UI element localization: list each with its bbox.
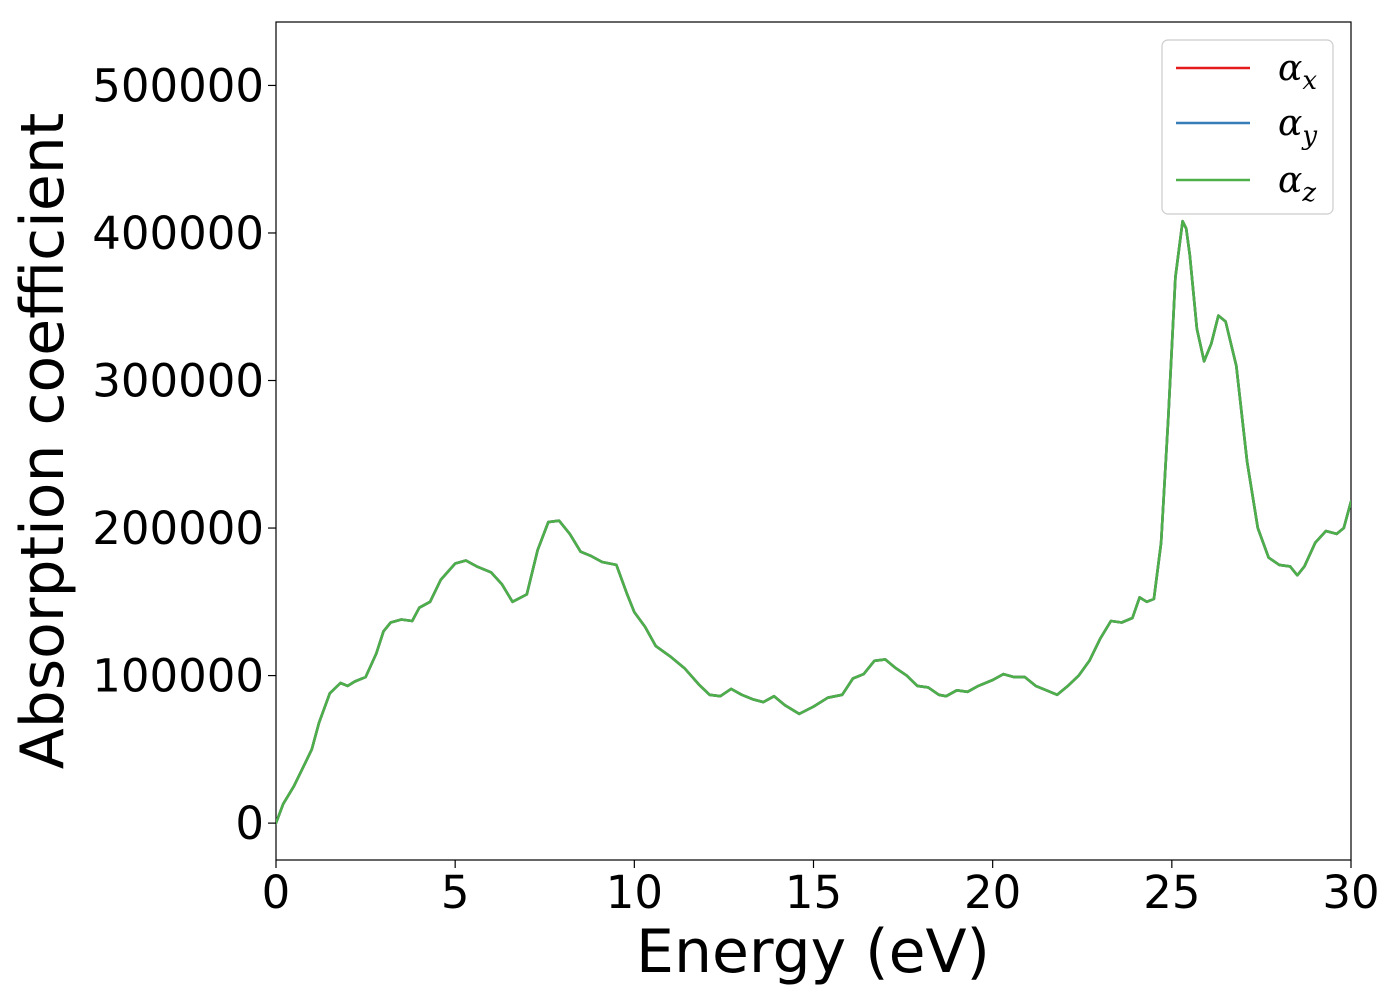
- legend-label-x: αx: [1278, 48, 1317, 96]
- y-tick-label: 300000: [92, 355, 264, 408]
- series-line-αx: [276, 219, 1351, 825]
- legend-subscript: y: [1301, 121, 1317, 151]
- x-tick-label: 20: [964, 866, 1021, 919]
- y-axis: 0 100000 200000 300000 400000 500000: [92, 59, 276, 850]
- x-tick-label: 10: [606, 866, 663, 919]
- y-tick-label: 500000: [92, 59, 264, 112]
- legend-label-z: αz: [1278, 160, 1316, 208]
- x-tick-label: 25: [1143, 866, 1200, 919]
- x-tick-label: 30: [1322, 866, 1379, 919]
- y-tick-label: 200000: [92, 502, 264, 555]
- y-axis-title: Absorption coefficient: [8, 113, 78, 770]
- y-tick-label: 0: [235, 797, 264, 850]
- x-axis-title: Energy (eV): [636, 917, 990, 987]
- legend-symbol: α: [1278, 160, 1302, 201]
- legend-subscript: z: [1301, 178, 1316, 208]
- legend-symbol: α: [1278, 48, 1302, 89]
- x-tick-label: 0: [262, 866, 291, 919]
- series-layer: [276, 219, 1351, 825]
- y-tick-label: 100000: [92, 650, 264, 703]
- series-line-αz: [276, 219, 1351, 825]
- x-tick-label: 5: [441, 866, 470, 919]
- legend-symbol: α: [1278, 103, 1302, 144]
- series-line-αy: [276, 219, 1351, 825]
- legend-box: [1161, 39, 1334, 215]
- x-tick-label: 15: [785, 866, 842, 919]
- legend-subscript: x: [1302, 66, 1317, 96]
- x-axis: 0 5 10 15 20 25 30: [262, 860, 1380, 919]
- y-tick-label: 400000: [92, 207, 264, 260]
- legend-label-y: αy: [1278, 103, 1317, 151]
